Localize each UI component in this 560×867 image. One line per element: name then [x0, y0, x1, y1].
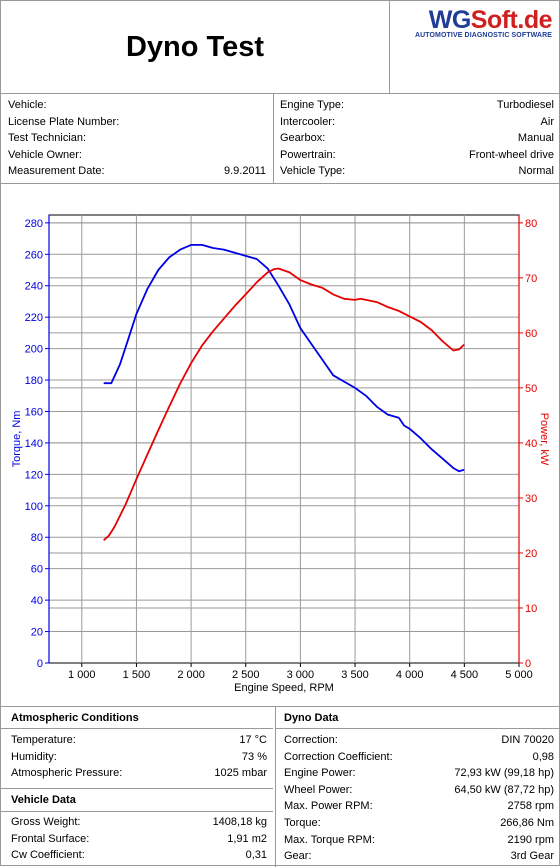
- atmospheric-title-rule: [1, 728, 273, 729]
- x-axis-title: Engine Speed, RPM: [234, 682, 334, 694]
- y-left-tick-label: 260: [25, 249, 43, 261]
- y-left-tick-label: 100: [25, 501, 43, 513]
- y-right-tick-label: 40: [525, 438, 537, 450]
- vehicle-info-left: Vehicle: License Plate Number: Test Tech…: [8, 97, 266, 180]
- y-left-tick-label: 60: [31, 564, 43, 576]
- x-tick-label: 3 000: [287, 669, 315, 681]
- dyno-row-max-torque-rpm: Max. Torque RPM: 2190 rpm: [284, 833, 554, 846]
- y-left-tick-label: 200: [25, 344, 43, 356]
- veh-row-frontal-surface: Frontal Surface: 1,91 m2: [11, 832, 267, 845]
- dyno-row-torque: Torque: 266,86 Nm: [284, 816, 554, 829]
- dyno-row-correction-coefficient: Correction Coefficient: 0,98: [284, 750, 554, 763]
- y-left-tick-label: 120: [25, 469, 43, 481]
- info-row-intercooler: Intercooler: Air: [280, 115, 554, 128]
- dyno-row-max-power-rpm: Max. Power RPM: 2758 rpm: [284, 800, 554, 813]
- info-row-measurement-date: Measurement Date: 9.9.2011: [8, 165, 266, 178]
- info-row-license-plate: License Plate Number:: [8, 115, 120, 128]
- y-right-tick-label: 10: [525, 603, 537, 615]
- y-right-tick-label: 30: [525, 493, 537, 505]
- power-curve: [103, 267, 465, 541]
- torque-curve: [103, 244, 465, 473]
- y-right-axis-title: Power, kW: [538, 413, 550, 466]
- x-tick-label: 1 500: [123, 669, 151, 681]
- report-title: Dyno Test: [125, 30, 265, 63]
- y-left-tick-label: 280: [25, 218, 43, 230]
- info-row-engine-type: Engine Type: Turbodiesel: [280, 99, 554, 111]
- info-row-test-technician: Test Technician:: [8, 132, 87, 145]
- atmo-row-temperature: Temperature: 17 °C: [11, 734, 267, 746]
- dyno-row-correction: Correction: DIN 70020: [284, 734, 554, 746]
- y-left-tick-label: 140: [25, 438, 43, 450]
- y-right-tick-label: 20: [525, 548, 537, 560]
- y-right-tick-label: 0: [525, 658, 531, 670]
- info-row-vehicle-type: Vehicle Type: Normal: [280, 165, 554, 178]
- vehicle-data-table: Gross Weight: 1408,18 kg Frontal Surface:…: [11, 814, 267, 864]
- dyno-data-title-rule: [276, 728, 559, 729]
- y-left-tick-label: 20: [31, 627, 43, 639]
- veh-row-cw-coefficient: Cw Coefficient: 0,31: [11, 849, 267, 862]
- y-left-axis-title: Torque, Nm: [11, 411, 23, 468]
- header-separator: [1, 93, 559, 94]
- atmo-row-pressure: Atmospheric Pressure: 1025 mbar: [11, 767, 267, 780]
- wgsoft-logo: WGSoft.de AUTOMOTIVE DIAGNOSTIC SOFTWARE: [390, 1, 560, 93]
- info-separator: [1, 183, 559, 184]
- y-left-tick-label: 0: [37, 658, 43, 670]
- dyno-data-table: Correction: DIN 70020 Correction Coeffici…: [284, 732, 554, 865]
- vehicle-data-title: Vehicle Data: [11, 794, 76, 806]
- chart-separator: [1, 706, 559, 707]
- y-right-tick-label: 80: [525, 218, 537, 230]
- y-left-tick-label: 160: [25, 406, 43, 418]
- y-left-tick-label: 240: [25, 281, 43, 293]
- logo-tagline: AUTOMOTIVE DIAGNOSTIC SOFTWARE: [414, 32, 552, 39]
- x-tick-label: 5 000: [505, 669, 533, 681]
- dyno-row-engine-power: Engine Power: 72,93 kW (99,18 hp): [284, 767, 554, 780]
- x-tick-label: 4 000: [396, 669, 424, 681]
- dyno-row-gear: Gear: 3rd Gear: [284, 850, 554, 863]
- x-tick-label: 2 000: [177, 669, 205, 681]
- veh-row-gross-weight: Gross Weight: 1408,18 kg: [11, 816, 267, 828]
- x-tick-label: 4 500: [451, 669, 479, 681]
- atmospheric-table: Temperature: 17 °C Humidity: 73 % Atmosphe…: [11, 732, 267, 782]
- info-row-gearbox: Gearbox: Manual: [280, 132, 554, 145]
- info-divider: [273, 93, 274, 183]
- vehicle-info-right: Engine Type: Turbodiesel Intercooler: Air …: [280, 97, 554, 180]
- y-left-tick-label: 80: [31, 532, 43, 544]
- x-tick-label: 3 500: [341, 669, 369, 681]
- dyno-row-wheel-power: Wheel Power: 64,50 kW (87,72 hp): [284, 783, 554, 796]
- header-divider: [389, 1, 390, 93]
- dyno-chart: 1 000 1 500 2 000 2 500 3 000 3 500 4 000 4 500…: [1, 184, 560, 704]
- dyno-data-title: Dyno Data: [284, 712, 339, 724]
- vehicle-data-separator: [1, 788, 273, 789]
- y-left-tick-label: 40: [31, 595, 43, 607]
- x-tick-label: 2 500: [232, 669, 260, 681]
- atmospheric-title: Atmospheric Conditions: [11, 712, 139, 724]
- y-right-tick-label: 70: [525, 273, 537, 285]
- plot-frame: [48, 214, 520, 664]
- y-right-tick-label: 50: [525, 383, 537, 395]
- y-right-tick-label: 60: [525, 328, 537, 340]
- y-left-tick-label: 220: [25, 312, 43, 324]
- y-left-tick-label: 180: [25, 375, 43, 387]
- info-row-vehicle-owner: Vehicle Owner:: [8, 148, 82, 161]
- logo-wordmark: WGSoft.de: [428, 6, 553, 34]
- x-tick-label: 1 000: [68, 669, 96, 681]
- bottom-divider: [275, 706, 276, 867]
- info-row-powertrain: Powertrain: Front-wheel drive: [280, 148, 554, 161]
- atmo-row-humidity: Humidity: 73 %: [11, 750, 267, 763]
- vehicle-data-title-rule: [1, 811, 273, 812]
- dyno-chart-svg: 1 000 1 500 2 000 2 500 3 000 3 500 4 000 4 500…: [11, 214, 550, 694]
- info-row-vehicle: Vehicle:: [8, 99, 47, 111]
